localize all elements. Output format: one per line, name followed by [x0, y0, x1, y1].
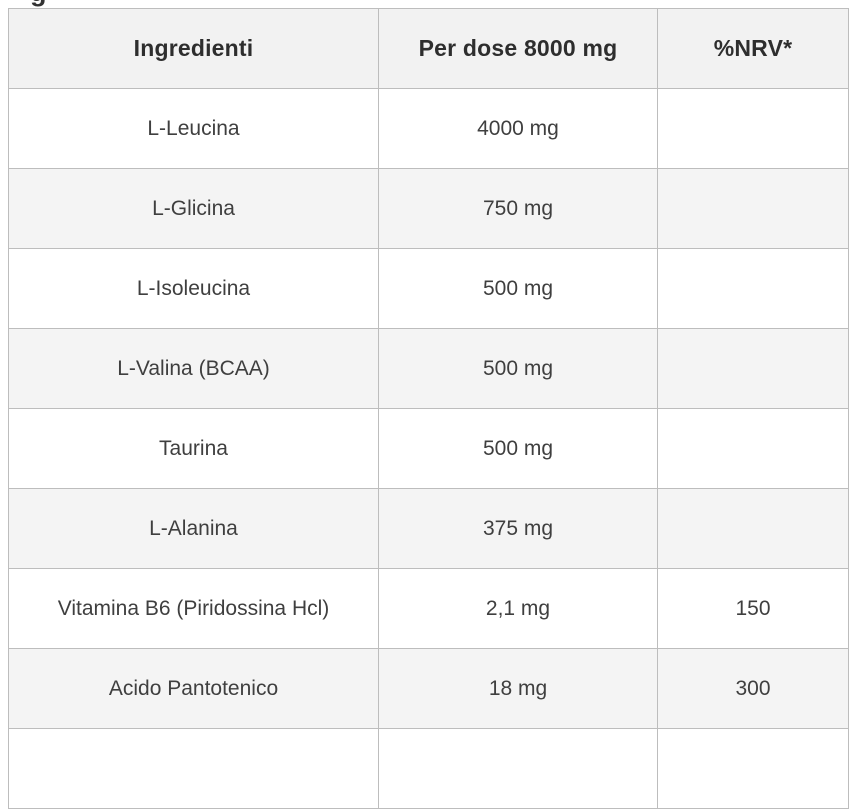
ingredient-cell: L-Valina (BCAA) — [8, 328, 379, 409]
ingredient-cell: Taurina — [8, 408, 379, 489]
empty-cell — [657, 728, 849, 809]
nrv-cell — [657, 488, 849, 569]
column-header-per-dose: Per dose 8000 mg — [378, 8, 658, 89]
per-dose-cell: 750 mg — [378, 168, 658, 249]
empty-cell — [378, 728, 658, 809]
table-row: Taurina 500 mg — [8, 408, 849, 489]
table-row: L-Glicina 750 mg — [8, 168, 849, 249]
nrv-cell: 150 — [657, 568, 849, 649]
table-row: Acido Pantotenico 18 mg 300 — [8, 648, 849, 729]
nrv-cell — [657, 328, 849, 409]
per-dose-cell: 500 mg — [378, 328, 658, 409]
ingredient-cell: L-Isoleucina — [8, 248, 379, 329]
ingredient-cell: Vitamina B6 (Piridossina Hcl) — [8, 568, 379, 649]
per-dose-cell: 18 mg — [378, 648, 658, 729]
table-row: L-Valina (BCAA) 500 mg — [8, 328, 849, 409]
table-row: L-Leucina 4000 mg — [8, 88, 849, 169]
ingredient-cell: Acido Pantotenico — [8, 648, 379, 729]
table-header-row: Ingredienti Per dose 8000 mg %NRV* — [8, 8, 849, 89]
per-dose-cell: 4000 mg — [378, 88, 658, 169]
column-header-nrv: %NRV* — [657, 8, 849, 89]
nrv-cell — [657, 408, 849, 489]
cropped-heading-fragment: g — [30, 0, 47, 8]
ingredients-table: Ingredienti Per dose 8000 mg %NRV* L-Leu… — [8, 8, 849, 809]
nrv-cell — [657, 248, 849, 329]
nrv-cell — [657, 88, 849, 169]
table-row: L-Isoleucina 500 mg — [8, 248, 849, 329]
table-row: L-Alanina 375 mg — [8, 488, 849, 569]
per-dose-cell: 500 mg — [378, 408, 658, 489]
partial-clipped-row — [8, 728, 849, 809]
per-dose-cell: 500 mg — [378, 248, 658, 329]
nrv-cell — [657, 168, 849, 249]
ingredient-cell: L-Glicina — [8, 168, 379, 249]
per-dose-cell: 375 mg — [378, 488, 658, 569]
nrv-cell: 300 — [657, 648, 849, 729]
empty-cell — [8, 728, 379, 809]
column-header-ingredienti: Ingredienti — [8, 8, 379, 89]
table-row: Vitamina B6 (Piridossina Hcl) 2,1 mg 150 — [8, 568, 849, 649]
per-dose-cell: 2,1 mg — [378, 568, 658, 649]
ingredient-cell: L-Leucina — [8, 88, 379, 169]
ingredient-cell: L-Alanina — [8, 488, 379, 569]
